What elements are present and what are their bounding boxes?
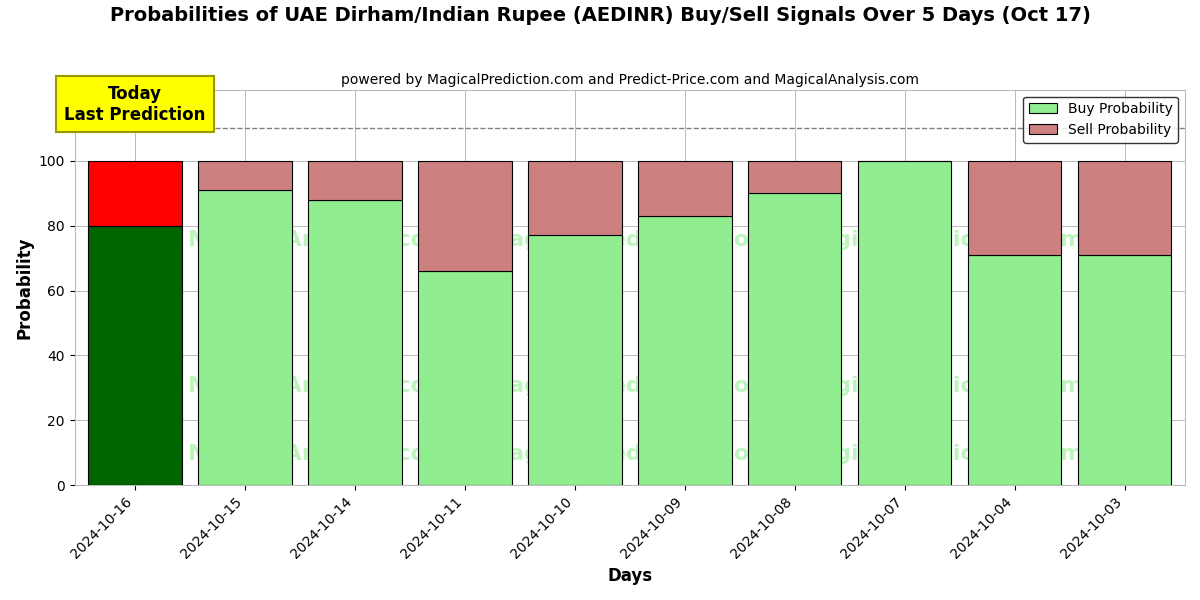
Bar <box>1078 255 1171 485</box>
Text: MagicalPrediction.com: MagicalPrediction.com <box>487 230 773 250</box>
Bar <box>419 161 511 271</box>
Text: MagicalAnalysis.com: MagicalAnalysis.com <box>188 230 450 250</box>
Text: MagicalPrediction.com: MagicalPrediction.com <box>798 230 1084 250</box>
Bar <box>528 235 622 485</box>
Text: MagicalAnalysis.com: MagicalAnalysis.com <box>188 443 450 464</box>
Bar <box>89 226 182 485</box>
Text: Probabilities of UAE Dirham/Indian Rupee (AEDINR) Buy/Sell Signals Over 5 Days (: Probabilities of UAE Dirham/Indian Rupee… <box>109 6 1091 25</box>
Bar <box>638 216 732 485</box>
Bar <box>748 161 841 193</box>
Text: MagicalPrediction.com: MagicalPrediction.com <box>798 376 1084 396</box>
Y-axis label: Probability: Probability <box>16 236 34 338</box>
Text: Today
Last Prediction: Today Last Prediction <box>65 85 206 124</box>
Text: MagicalPrediction.com: MagicalPrediction.com <box>487 443 773 464</box>
Text: MagicalPrediction.com: MagicalPrediction.com <box>487 376 773 396</box>
Bar <box>528 161 622 235</box>
Bar <box>89 161 182 226</box>
Text: MagicalPrediction.com: MagicalPrediction.com <box>798 443 1084 464</box>
Bar <box>419 271 511 485</box>
Title: powered by MagicalPrediction.com and Predict-Price.com and MagicalAnalysis.com: powered by MagicalPrediction.com and Pre… <box>341 73 919 87</box>
Bar <box>968 161 1061 255</box>
Bar <box>198 190 292 485</box>
Legend: Buy Probability, Sell Probability: Buy Probability, Sell Probability <box>1024 97 1178 143</box>
X-axis label: Days: Days <box>607 567 653 585</box>
Text: MagicalAnalysis.com: MagicalAnalysis.com <box>188 376 450 396</box>
Bar <box>638 161 732 216</box>
Bar <box>198 161 292 190</box>
Bar <box>308 200 402 485</box>
Bar <box>1078 161 1171 255</box>
Bar <box>308 161 402 200</box>
Bar <box>968 255 1061 485</box>
Bar <box>858 161 952 485</box>
Bar <box>748 193 841 485</box>
